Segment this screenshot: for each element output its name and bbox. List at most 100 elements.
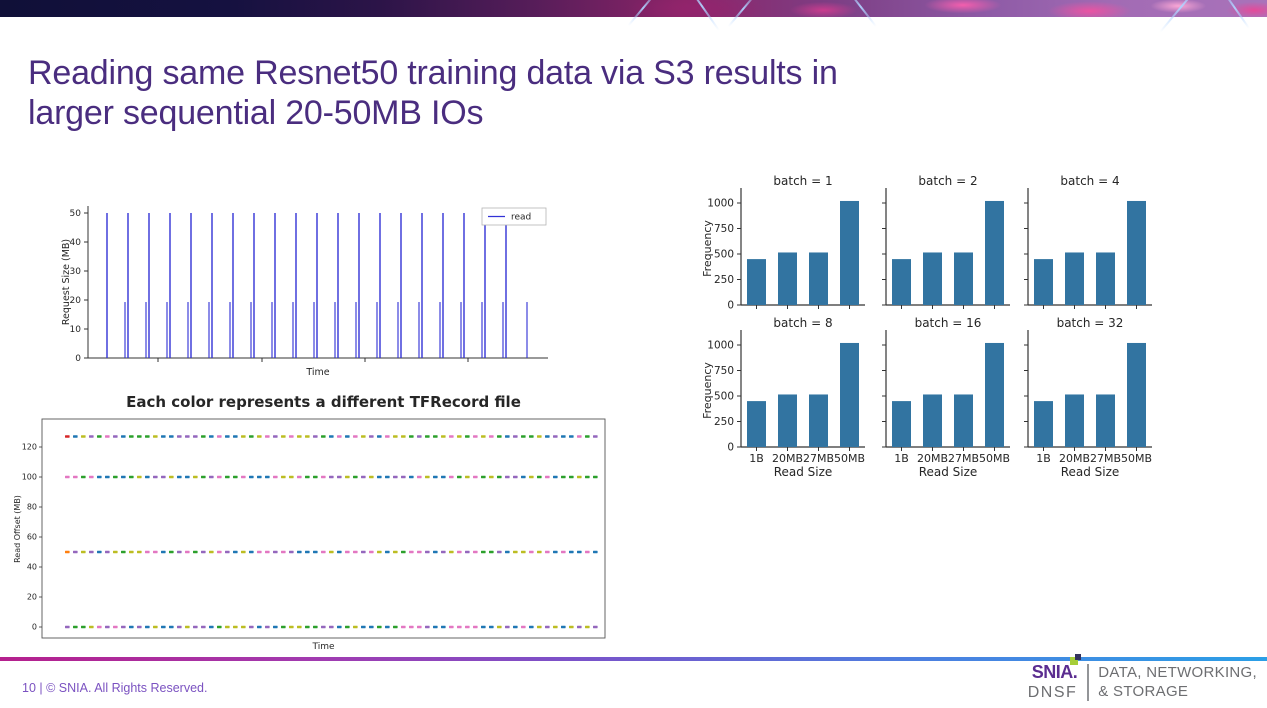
- svg-text:40: 40: [27, 563, 37, 572]
- bar: [1065, 252, 1084, 305]
- svg-text:120: 120: [22, 443, 37, 452]
- svg-text:0: 0: [32, 623, 37, 632]
- svg-text:0: 0: [75, 354, 81, 364]
- facet-title: batch = 32: [1057, 316, 1124, 330]
- svg-text:20: 20: [27, 593, 37, 602]
- bar: [985, 200, 1004, 305]
- snia-logo-left: SNIA. DNSF: [1027, 654, 1082, 701]
- banner-light-streak: [684, 0, 720, 31]
- x-tick-label: 27MB: [1090, 452, 1121, 465]
- bar: [892, 259, 911, 305]
- svg-text:60: 60: [27, 533, 37, 542]
- request-size-chart-canvas: 0 10 20 30 40 50 Time Request Size (MB) read: [61, 206, 548, 378]
- x-axis-label: Read Size: [774, 465, 833, 479]
- bar: [1096, 252, 1115, 305]
- bar: [840, 200, 859, 305]
- read-offset-chart-canvas: 0 20 40 60 80 100 120 Each color represents a d…: [13, 393, 606, 652]
- bar: [1065, 394, 1084, 447]
- bar: [809, 394, 828, 447]
- x-axis-label: Time: [311, 642, 334, 652]
- facet-title: batch = 2: [918, 174, 977, 188]
- x-tick-label: 27MB: [803, 452, 834, 465]
- logo-tagline-line-1: DATA, NETWORKING,: [1098, 664, 1257, 681]
- svg-text:40: 40: [70, 238, 82, 248]
- svg-text:0: 0: [727, 442, 734, 454]
- facet-title: batch = 8: [773, 316, 832, 330]
- snia-logo: SNIA. DNSF DATA, NETWORKING, & STORAGE: [1027, 654, 1257, 701]
- x-axis-label: Time: [305, 367, 329, 378]
- x-tick-label: 50MB: [834, 452, 865, 465]
- svg-text:30: 30: [70, 267, 82, 277]
- svg-text:80: 80: [27, 503, 37, 512]
- bar: [747, 401, 766, 447]
- y-axis-label: Read Offset (MB): [13, 495, 22, 563]
- bar: [954, 394, 973, 447]
- bar: [985, 342, 1004, 447]
- dnsf-wordmark: DNSF: [1027, 684, 1078, 701]
- bar: [778, 394, 797, 447]
- footer-copyright: 10 | © SNIA. All Rights Reserved.: [22, 681, 208, 695]
- bar: [747, 259, 766, 305]
- legend-label: read: [511, 213, 531, 223]
- bar: [1034, 401, 1053, 447]
- logo-tagline: DATA, NETWORKING, & STORAGE: [1098, 663, 1257, 701]
- svg-text:250: 250: [714, 274, 734, 286]
- logo-tagline-line-2: & STORAGE: [1098, 683, 1189, 700]
- bar: [892, 401, 911, 447]
- y-axis-label: Frequency: [701, 362, 714, 419]
- footer-divider: [0, 657, 1267, 661]
- bar: [923, 394, 942, 447]
- x-tick-label: 50MB: [1121, 452, 1152, 465]
- banner-light-streak: [844, 0, 878, 27]
- bar: [1127, 200, 1146, 305]
- page-title: Reading same Resnet50 training data via …: [28, 53, 1038, 133]
- x-tick-label: 20MB: [772, 452, 803, 465]
- y-axis-label: Frequency: [701, 220, 714, 277]
- facet-title: batch = 16: [915, 316, 982, 330]
- x-tick-label: 1B: [894, 452, 909, 465]
- x-tick-label: 20MB: [917, 452, 948, 465]
- x-axis-label: Read Size: [919, 465, 978, 479]
- x-tick-label: 20MB: [1059, 452, 1090, 465]
- svg-text:750: 750: [714, 365, 734, 377]
- svg-text:10: 10: [70, 325, 82, 335]
- y-axis-label: Request Size (MB): [61, 239, 72, 325]
- svg-text:500: 500: [714, 391, 734, 403]
- bar: [1096, 394, 1115, 447]
- facet-title: batch = 4: [1060, 174, 1119, 188]
- read-offset-chart: 0 20 40 60 80 100 120 Each color represents a d…: [8, 390, 628, 654]
- banner-light-streak: [1220, 0, 1250, 29]
- x-tick-label: 1B: [1036, 452, 1051, 465]
- svg-text:1000: 1000: [707, 340, 734, 352]
- banner-image: [0, 0, 1267, 33]
- bar: [1034, 259, 1053, 305]
- logo-separator: [1087, 664, 1090, 701]
- x-tick-label: 27MB: [948, 452, 979, 465]
- svg-text:50: 50: [70, 209, 82, 219]
- bar: [809, 252, 828, 305]
- banner-light-streak: [1159, 0, 1203, 33]
- svg-text:250: 250: [714, 416, 734, 428]
- bar: [840, 342, 859, 447]
- bar: [923, 252, 942, 305]
- snia-wordmark: SNIA.: [1031, 662, 1078, 682]
- svg-text:0: 0: [727, 300, 734, 312]
- batch-histograms-chart: batch = 1 0 250 500 750 1000 Frequency batch = …: [698, 168, 1178, 498]
- x-tick-label: 1B: [749, 452, 764, 465]
- title-line-2: larger sequential 20-50MB IOs: [28, 93, 484, 132]
- title-line-1: Reading same Resnet50 training data via …: [28, 53, 838, 92]
- bar: [954, 252, 973, 305]
- svg-text:1000: 1000: [707, 198, 734, 210]
- bar: [1127, 342, 1146, 447]
- x-tick-label: 50MB: [979, 452, 1010, 465]
- svg-text:100: 100: [22, 473, 37, 482]
- banner-light-streak: [727, 0, 759, 27]
- legend-box: [481, 207, 547, 226]
- facet-title: batch = 1: [773, 174, 832, 188]
- svg-text:500: 500: [714, 249, 734, 261]
- banner-light-streak: [627, 0, 659, 26]
- batch-histograms-canvas: batch = 1 0 250 500 750 1000 Frequency batch = …: [701, 174, 1152, 479]
- svg-text:750: 750: [714, 223, 734, 235]
- snia-flag-icon: [1070, 654, 1082, 665]
- request-size-chart: 0 10 20 30 40 50 Time Request Size (MB) read: [58, 192, 578, 382]
